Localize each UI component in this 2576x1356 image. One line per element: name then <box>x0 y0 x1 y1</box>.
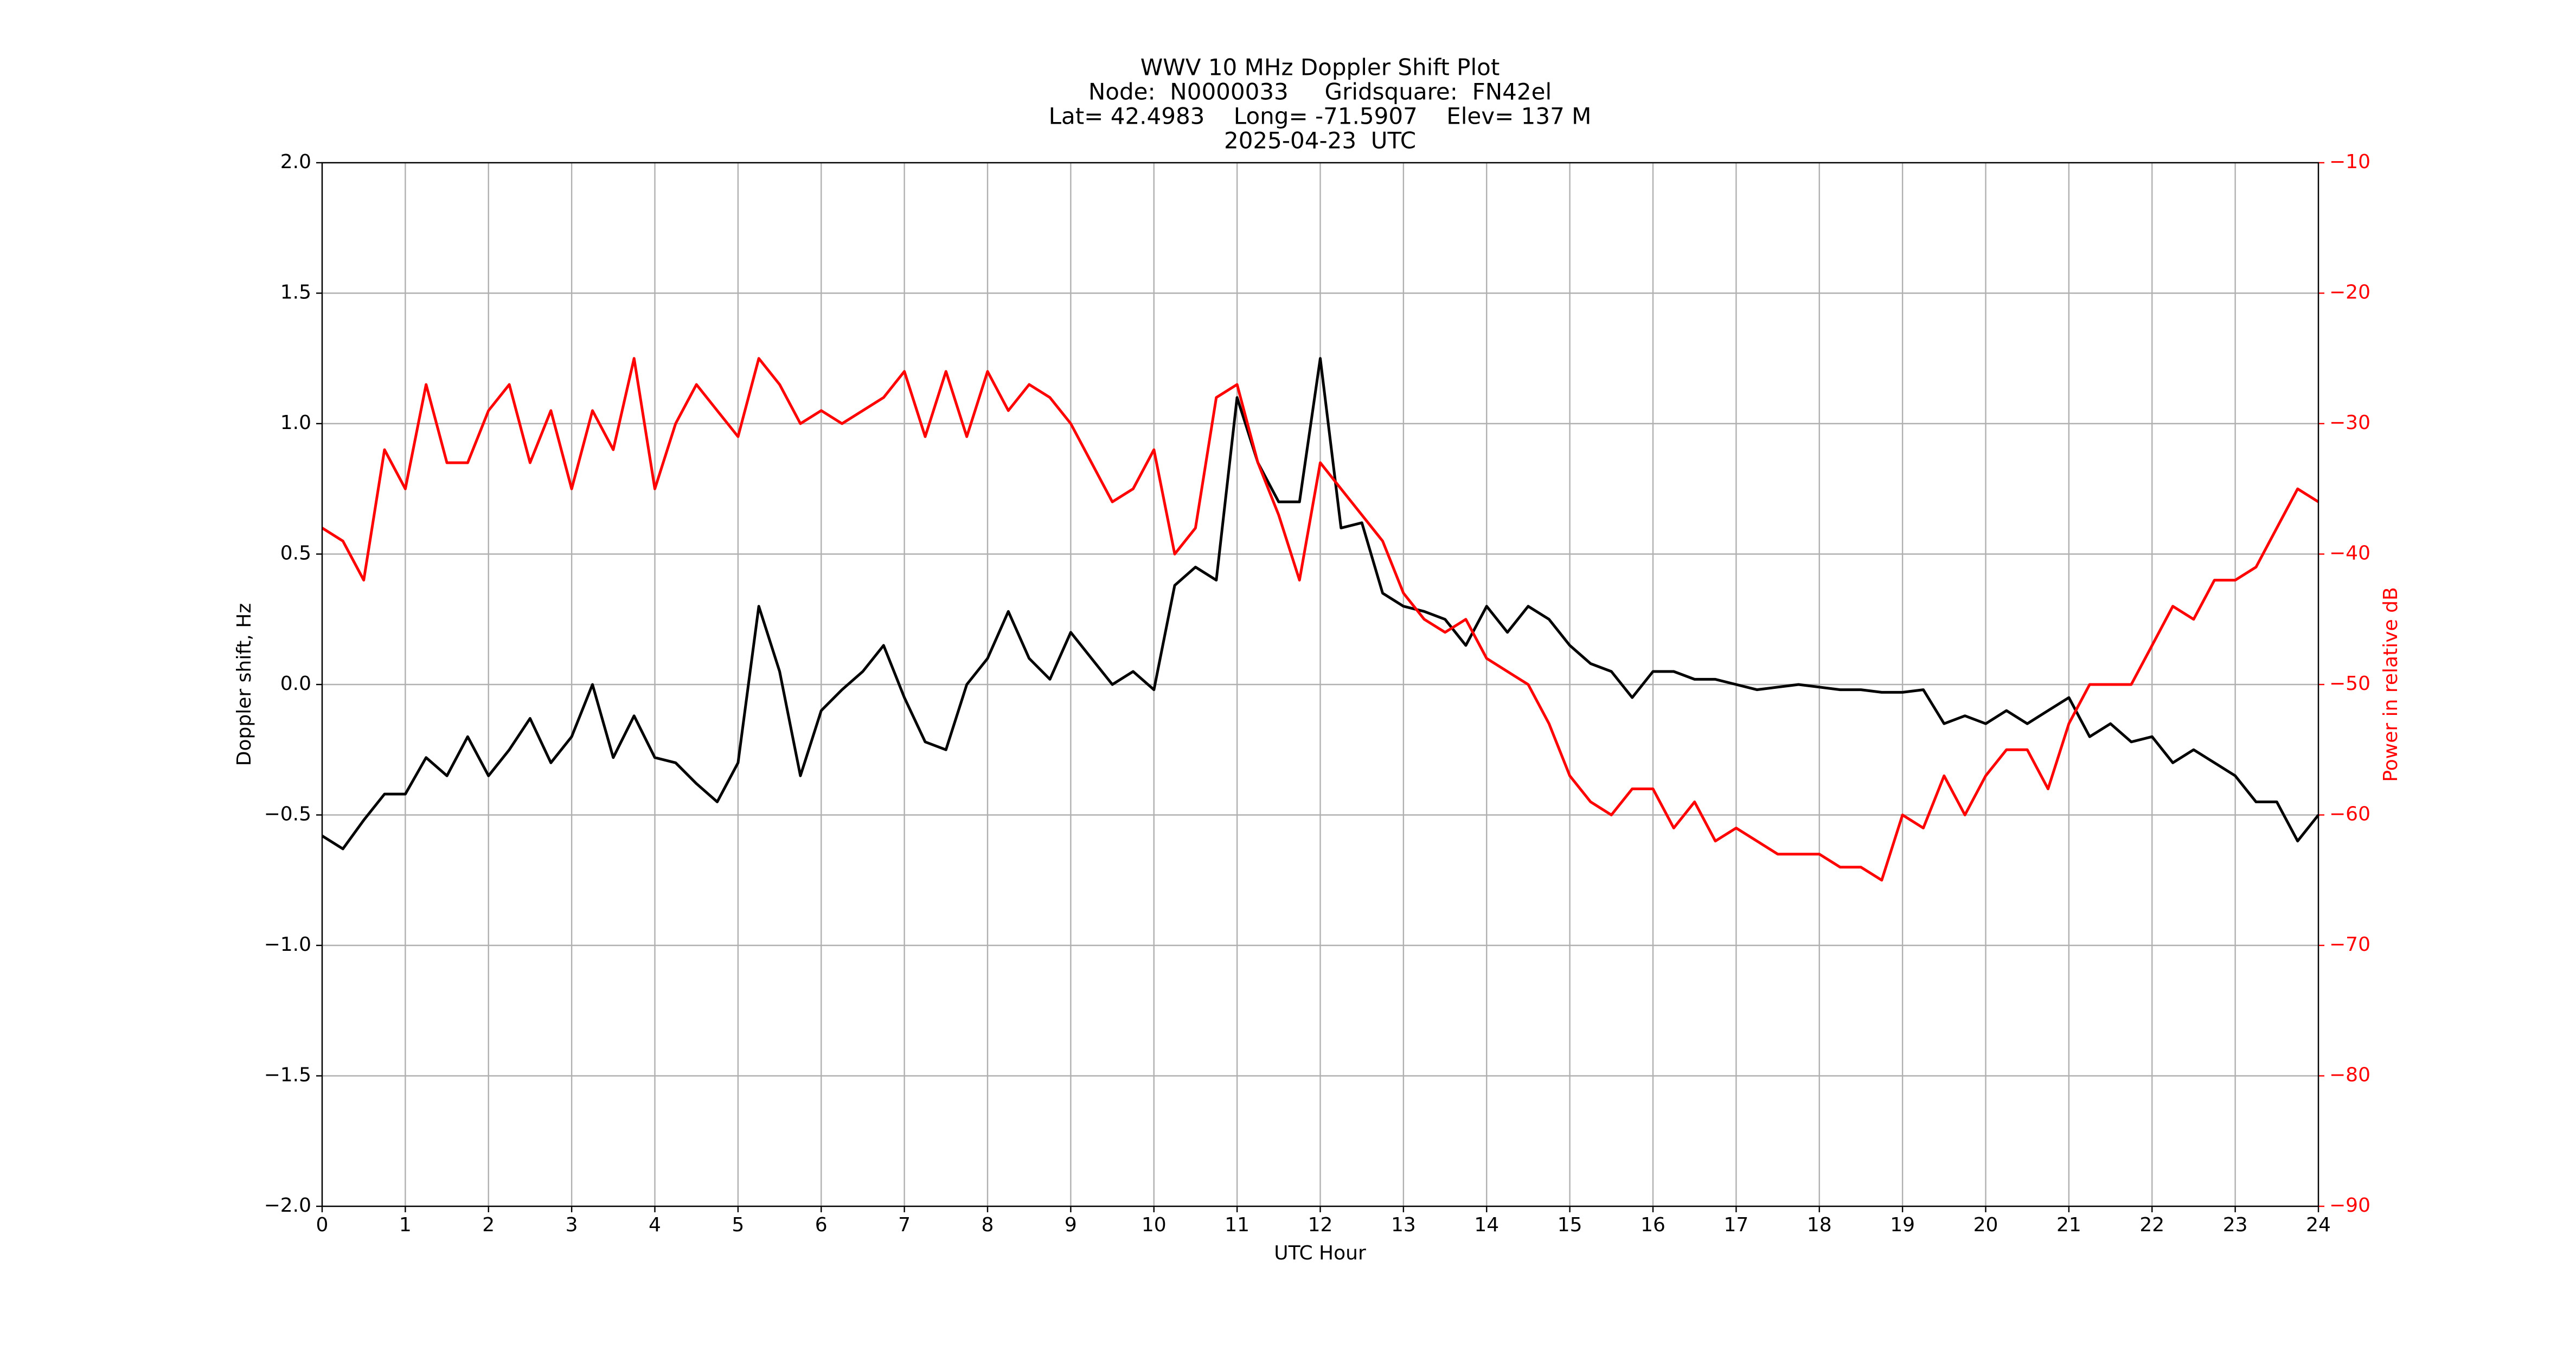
y-tick-label: 1.5 <box>280 282 311 304</box>
x-tick-label: 14 <box>1474 1214 1499 1236</box>
data-line <box>321 357 2319 850</box>
x-tick-label: 16 <box>1641 1214 1665 1236</box>
y-tick-label: −1.0 <box>264 933 311 956</box>
x-tick-label: 19 <box>1890 1214 1915 1236</box>
x-tick-label: 6 <box>815 1214 828 1236</box>
x-tick-label: 8 <box>982 1214 994 1236</box>
chart-subtitle: 2025-04-23 UTC <box>1224 127 1416 154</box>
chart-subtitle: Lat= 42.4983 Long= -71.5907 Elev= 137 M <box>1049 103 1592 130</box>
y2-tick-label: −40 <box>2329 542 2370 565</box>
x-tick-label: 5 <box>732 1214 744 1236</box>
x-tick-label: 4 <box>649 1214 661 1236</box>
x-tick-label: 21 <box>2056 1214 2081 1236</box>
x-tick-label: 11 <box>1225 1214 1249 1236</box>
x-tick-label: 15 <box>1558 1214 1582 1236</box>
x-tick-label: 10 <box>1142 1214 1167 1236</box>
x-tick-label: 20 <box>1973 1214 1998 1236</box>
y-axis-label: Doppler shift, Hz <box>233 603 255 766</box>
chart-title: WWV 10 MHz Doppler Shift Plot <box>1140 54 1500 81</box>
x-tick-label: 0 <box>316 1214 329 1236</box>
x-tick-label: 3 <box>566 1214 578 1236</box>
y-tick-label: −1.5 <box>264 1064 311 1086</box>
chart-subtitle: Node: N0000033 Gridsquare: FN42el <box>1088 79 1552 105</box>
y-tick-label: 0.5 <box>280 542 311 565</box>
x-tick-label: 2 <box>482 1214 495 1236</box>
x-tick-label: 1 <box>399 1214 412 1236</box>
y-tick-label: 0.0 <box>280 673 311 695</box>
y2-tick-label: −60 <box>2329 803 2370 826</box>
x-tick-label: 9 <box>1065 1214 1077 1236</box>
y2-tick-label: −20 <box>2329 282 2370 304</box>
x-tick-label: 18 <box>1807 1214 1832 1236</box>
y-tick-label: −0.5 <box>264 803 311 826</box>
y-tick-label: −2.0 <box>264 1194 311 1217</box>
y2-tick-label: −50 <box>2329 673 2370 695</box>
x-tick-label: 17 <box>1723 1214 1748 1236</box>
x-tick-label: 7 <box>898 1214 911 1236</box>
plot-frame <box>321 162 2319 1207</box>
x-axis-label: UTC Hour <box>1274 1242 1366 1264</box>
y2-tick-label: −30 <box>2329 412 2370 434</box>
x-tick-label: 22 <box>2139 1214 2164 1236</box>
x-tick-label: 24 <box>2306 1214 2331 1236</box>
y2-tick-label: −80 <box>2329 1064 2370 1086</box>
y-tick-label: 1.0 <box>280 412 311 434</box>
y2-axis-label: Power in relative dB <box>2380 587 2402 782</box>
x-tick-label: 12 <box>1308 1214 1333 1236</box>
x-tick-label: 23 <box>2223 1214 2248 1236</box>
data-line <box>321 357 2319 882</box>
y-tick-label: 2.0 <box>280 151 311 173</box>
y2-tick-label: −70 <box>2329 933 2370 956</box>
x-tick-label: 13 <box>1391 1214 1416 1236</box>
y2-tick-label: −90 <box>2329 1194 2370 1217</box>
y2-tick-label: −10 <box>2329 151 2370 173</box>
